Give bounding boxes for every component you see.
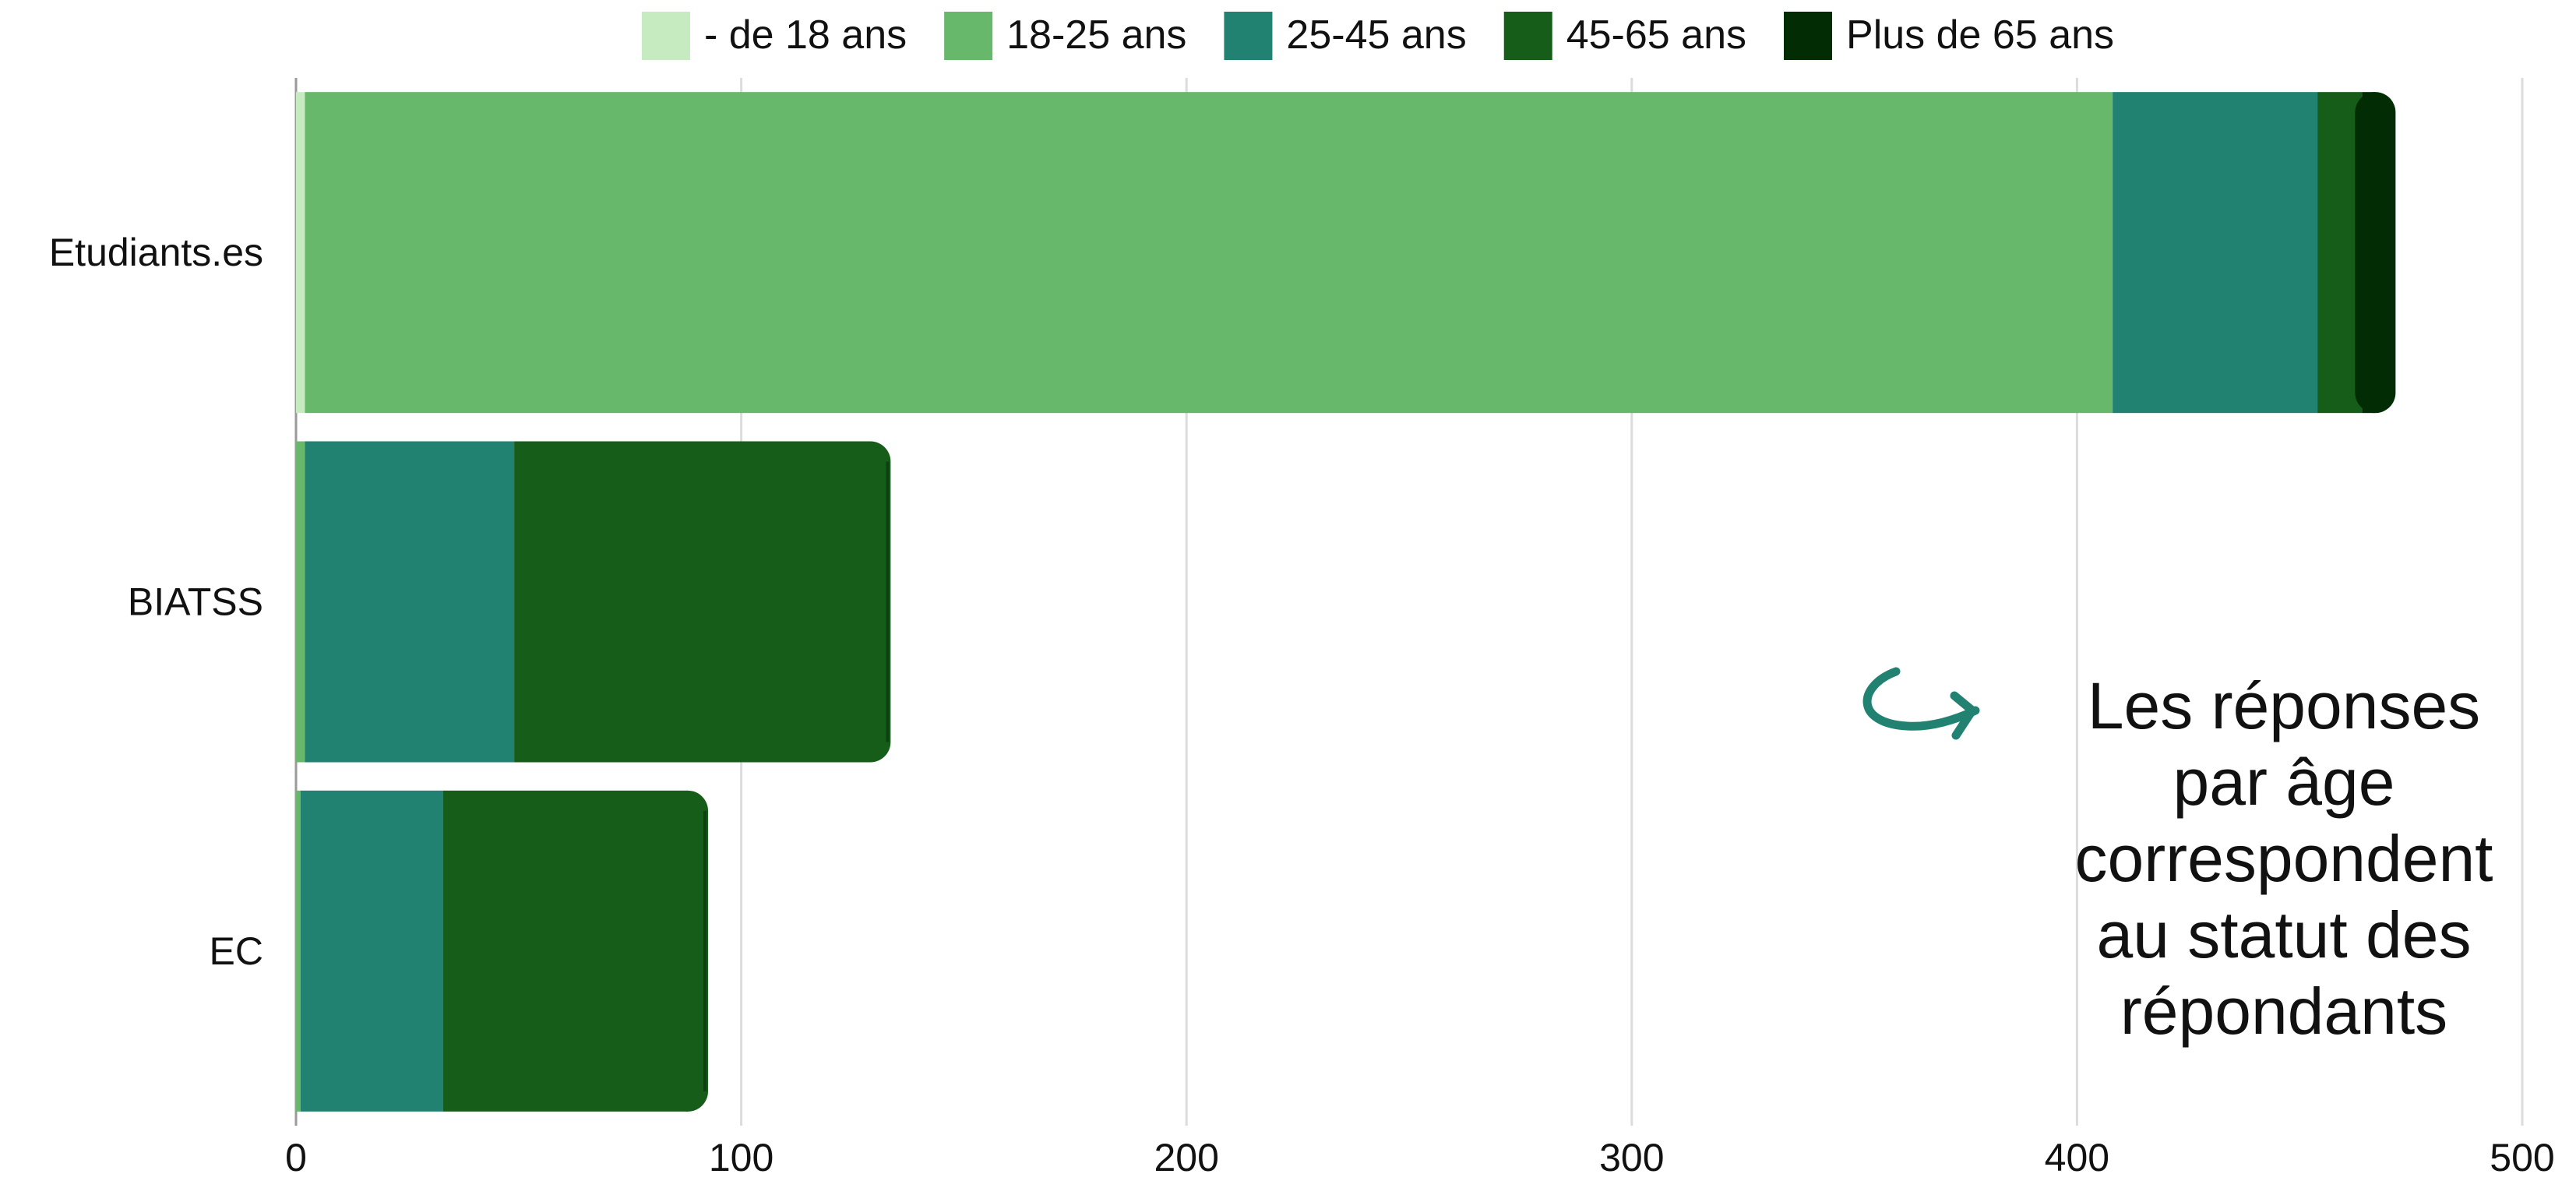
bar-ec-18-25-ans [296,790,301,1112]
bar-ec-45-65-ans [442,790,689,1112]
legend-label-18-25-ans: 18-25 ans [1006,12,1186,58]
legend: - de 18 ans 18-25 ans 25-45 ans 45-65 ans Pl… [641,12,2114,60]
legend-swatch-de-18-ans [641,12,690,60]
annotation-line-2: par âge [2173,746,2395,819]
annotation-line-5: répondants [2120,975,2447,1048]
legend-label-25-45-ans: 25-45 ans [1286,12,1466,58]
bar-biatss-25-45-ans [305,441,515,763]
legend-label-45-65-ans: 45-65 ans [1566,12,1746,58]
x-tick-label-0: 0 [285,1136,307,1179]
bar-end-cap [668,790,709,1112]
bar-ec-25-45-ans [300,790,443,1112]
arrow-head-icon [1950,691,1977,740]
x-tick-label-400: 400 [2045,1136,2109,1179]
legend-label-plus-de-65-ans: Plus de 65 ans [1846,12,2114,58]
curved-arrow-icon [1862,667,1980,731]
bars [296,92,2396,1112]
annotation: Les réponses par âge correspondent au st… [1862,667,2493,1048]
x-axis-tick-labels: 0 100 200 300 400 500 [285,1136,2555,1179]
legend-swatch-25-45-ans [1224,12,1273,60]
bar-end-cap [2355,92,2396,414]
bar-end-cap [850,441,891,763]
legend-swatch-45-65-ans [1503,12,1552,60]
x-tick-label-500: 500 [2490,1136,2554,1179]
legend-swatch-plus-de-65-ans [1784,12,1833,60]
x-tick-label-200: 200 [1154,1136,1218,1179]
annotation-line-3: correspondent [2074,822,2493,895]
bar-etudiants-es--de-18-ans [296,92,305,414]
bar-etudiants-es-18-25-ans [305,92,2113,414]
bar-etudiants-es-25-45-ans [2113,92,2318,414]
annotation-line-4: au statut des [2097,898,2472,971]
legend-label-de-18-ans: - de 18 ans [704,12,907,58]
bar-biatss-18-25-ans [296,441,305,763]
category-labels: Etudiants.es BIATSS EC [49,231,263,973]
bar-etudiants-es-45-65-ans [2317,92,2363,414]
x-tick-label-100: 100 [709,1136,774,1179]
annotation-line-1: Les réponses [2088,669,2480,742]
bar-biatss-45-65-ans [514,441,871,763]
x-tick-label-300: 300 [1599,1136,1664,1179]
category-label-etudiants-es: Etudiants.es [49,231,263,274]
category-label-biatss: BIATSS [128,580,263,624]
legend-swatch-18-25-ans [944,12,993,60]
category-label-ec: EC [210,929,263,973]
